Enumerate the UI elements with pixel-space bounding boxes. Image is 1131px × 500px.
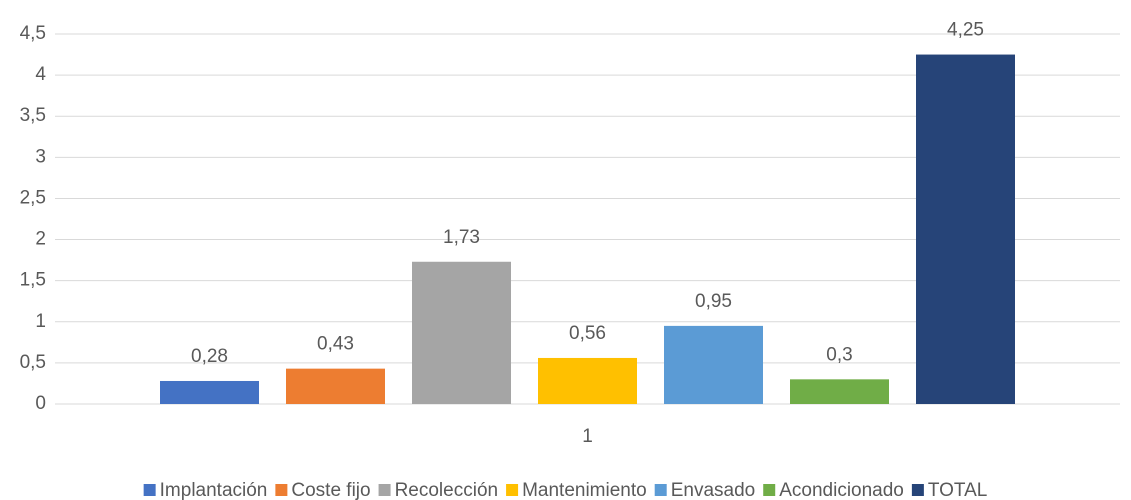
bar [916, 54, 1015, 405]
legend-label: Mantenimiento [522, 480, 647, 500]
y-tick-label: 1,5 [20, 270, 46, 291]
legend-swatch [763, 484, 776, 496]
legend-label: Envasado [671, 480, 756, 500]
x-tick-label: 1 [582, 426, 593, 447]
value-label: 4,25 [947, 20, 984, 41]
bar [160, 380, 259, 404]
value-label: 0,95 [695, 291, 732, 312]
legend-label: Acondicionado [779, 480, 904, 500]
y-tick-label: 0,5 [20, 352, 46, 373]
legend-swatch [654, 484, 667, 496]
bar [538, 357, 637, 404]
y-tick-label: 0 [35, 393, 46, 414]
value-label: 0,56 [569, 323, 606, 344]
value-label: 0,3 [826, 344, 852, 365]
legend-label: Implantación [160, 480, 268, 500]
y-tick-label: 4,5 [20, 23, 46, 44]
y-tick-label: 3 [35, 146, 46, 167]
legend-swatch [506, 484, 519, 496]
bar [664, 325, 763, 404]
y-tick-label: 3,5 [20, 105, 46, 126]
bar [790, 379, 889, 404]
value-label: 1,73 [443, 227, 480, 248]
legend-label: TOTAL [928, 480, 987, 500]
y-tick-label: 1 [35, 311, 46, 332]
legend-swatch [275, 484, 288, 496]
y-tick-label: 4 [35, 64, 46, 85]
y-tick-label: 2 [35, 229, 46, 250]
y-tick-label: 2,5 [20, 187, 46, 208]
value-label: 0,43 [317, 334, 354, 355]
legend-swatch [378, 484, 391, 496]
value-label: 0,28 [191, 346, 228, 367]
legend-label: Recolección [395, 480, 499, 500]
legend-label: Coste fijo [291, 480, 370, 500]
bar [286, 368, 385, 404]
legend-swatch [143, 484, 156, 496]
bar [412, 261, 511, 404]
legend-swatch [911, 484, 924, 496]
